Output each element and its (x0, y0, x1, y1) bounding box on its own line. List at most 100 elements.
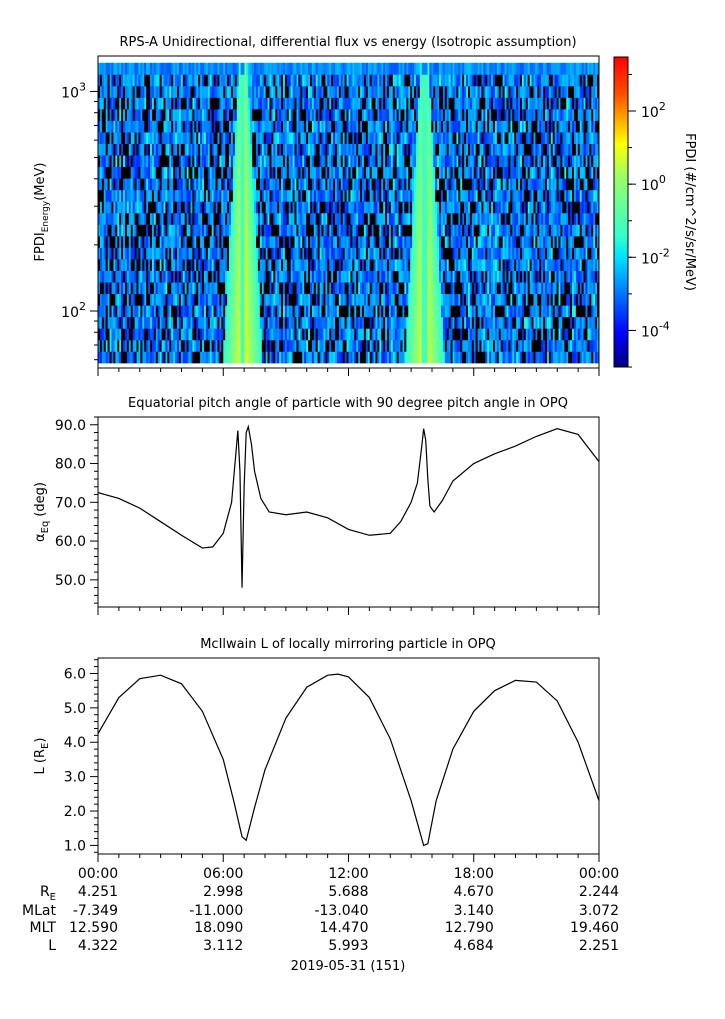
spectrogram-cell (136, 305, 139, 318)
spectrogram-cell (267, 85, 270, 98)
spectrogram-cell (257, 247, 261, 260)
spectrogram-cell (240, 85, 243, 98)
spectrogram-cell (348, 351, 351, 364)
spectrogram-cell (248, 351, 251, 364)
spectrogram-cell (396, 351, 399, 364)
spectrogram-cell (346, 293, 349, 306)
spectrogram-cell (302, 155, 305, 168)
spectrogram-cell (192, 235, 195, 248)
spectrogram-cell (177, 62, 180, 75)
spectrogram-cell (329, 259, 332, 271)
spectrogram-cell (99, 120, 103, 133)
spectrogram-cell (335, 305, 338, 318)
spectrogram-cell (333, 97, 336, 110)
spectrogram-cell (190, 293, 193, 306)
spectrogram-cell (423, 120, 426, 133)
spectrogram-cell (215, 339, 218, 352)
spectrogram-cell (113, 62, 116, 75)
spectrogram-cell (466, 132, 469, 145)
spectrogram-cell (356, 74, 359, 87)
spectrogram-cell (107, 108, 110, 121)
spectrogram-cell (248, 224, 251, 237)
spectrogram-cell (146, 74, 149, 87)
spectrogram-cell (286, 328, 290, 341)
spectrogram-cell (159, 339, 162, 352)
spectrogram-cell (358, 120, 361, 133)
spectrogram-cell (140, 97, 143, 110)
spectrogram-cell (215, 316, 218, 329)
spectrogram-cell (309, 178, 313, 191)
spectrogram-cell (309, 143, 313, 156)
spectrogram-cell (117, 339, 120, 352)
spectrogram-cell (132, 235, 136, 248)
spectrogram-cell (151, 85, 155, 98)
spectrogram-cell (317, 62, 320, 75)
spectrogram-cell (178, 270, 182, 283)
spectrogram-cell (442, 212, 446, 225)
spectrogram-cell (232, 339, 236, 352)
spectrogram-cell (177, 259, 180, 271)
spectrogram-cell (128, 339, 132, 352)
spectrogram-cell (205, 235, 209, 248)
spectrogram-cell (361, 259, 365, 271)
spectrogram-cell (142, 259, 145, 271)
spectrogram-cell (198, 108, 201, 121)
spectrogram-cell (281, 270, 284, 283)
spectrogram-cell (99, 166, 103, 179)
spectrogram-cell (450, 270, 453, 283)
spectrogram-cell (464, 212, 467, 225)
spectrogram-cell (417, 155, 421, 168)
spectrogram-cell (435, 120, 438, 133)
spectrogram-cell (373, 270, 376, 283)
spectrogram-cell (155, 178, 159, 191)
spectrogram-cell (234, 224, 238, 237)
spectrogram-cell (352, 132, 355, 145)
spectrogram-cell (313, 85, 317, 98)
spectrogram-cell (319, 132, 322, 145)
spectrogram-cell (254, 235, 257, 248)
spectrogram-cell (196, 282, 199, 295)
spectrogram-cell (234, 247, 238, 260)
spectrogram-cell (265, 282, 268, 295)
spectrogram-cell (284, 212, 288, 225)
spectrogram-cell (256, 143, 259, 156)
spectrogram-cell (271, 62, 274, 75)
spectrogram-cell (414, 259, 417, 271)
spectrogram-cell (203, 166, 207, 179)
spectrogram-cell (234, 235, 238, 248)
spectrogram-cell (385, 155, 388, 168)
spectrogram-cell (404, 132, 407, 145)
spectrogram-cell (300, 201, 303, 214)
spectrogram-cell (462, 270, 465, 283)
spectrogram-cell (317, 85, 320, 98)
spectrogram-cell (317, 155, 320, 168)
spectrogram-cell (227, 143, 230, 156)
spectrogram-cell (186, 316, 189, 329)
spectrogram-cell (130, 97, 134, 110)
spectrogram-cell (408, 224, 411, 237)
spectrogram-cell (182, 339, 186, 352)
spectrogram-cell (435, 305, 438, 318)
spectrogram-cell (109, 189, 112, 202)
spectrogram-cell (442, 62, 446, 75)
spectrogram-cell (390, 166, 394, 179)
spectrogram-cell (464, 178, 467, 191)
spectrogram-cell (203, 74, 207, 87)
spectrogram-cell (385, 74, 388, 87)
spectrogram-cell (275, 328, 278, 341)
spectrogram-cell (344, 108, 347, 121)
spectrogram-cell (252, 74, 255, 87)
spectrogram-cell (190, 282, 193, 295)
spectrogram-cell (134, 351, 137, 364)
spectrogram-cell (414, 270, 417, 283)
spectrogram-cell (294, 201, 297, 214)
spectrogram-cell (456, 178, 459, 191)
spectrogram-cell (452, 270, 455, 283)
spectrogram-cell (377, 132, 380, 145)
spectrogram-cell (360, 132, 363, 145)
spectrogram-cell (292, 259, 295, 271)
spectrogram-cell (304, 201, 307, 214)
spectrogram-cell (423, 305, 426, 318)
spectrogram-cell (257, 270, 261, 283)
spectrogram-cell (363, 201, 367, 214)
